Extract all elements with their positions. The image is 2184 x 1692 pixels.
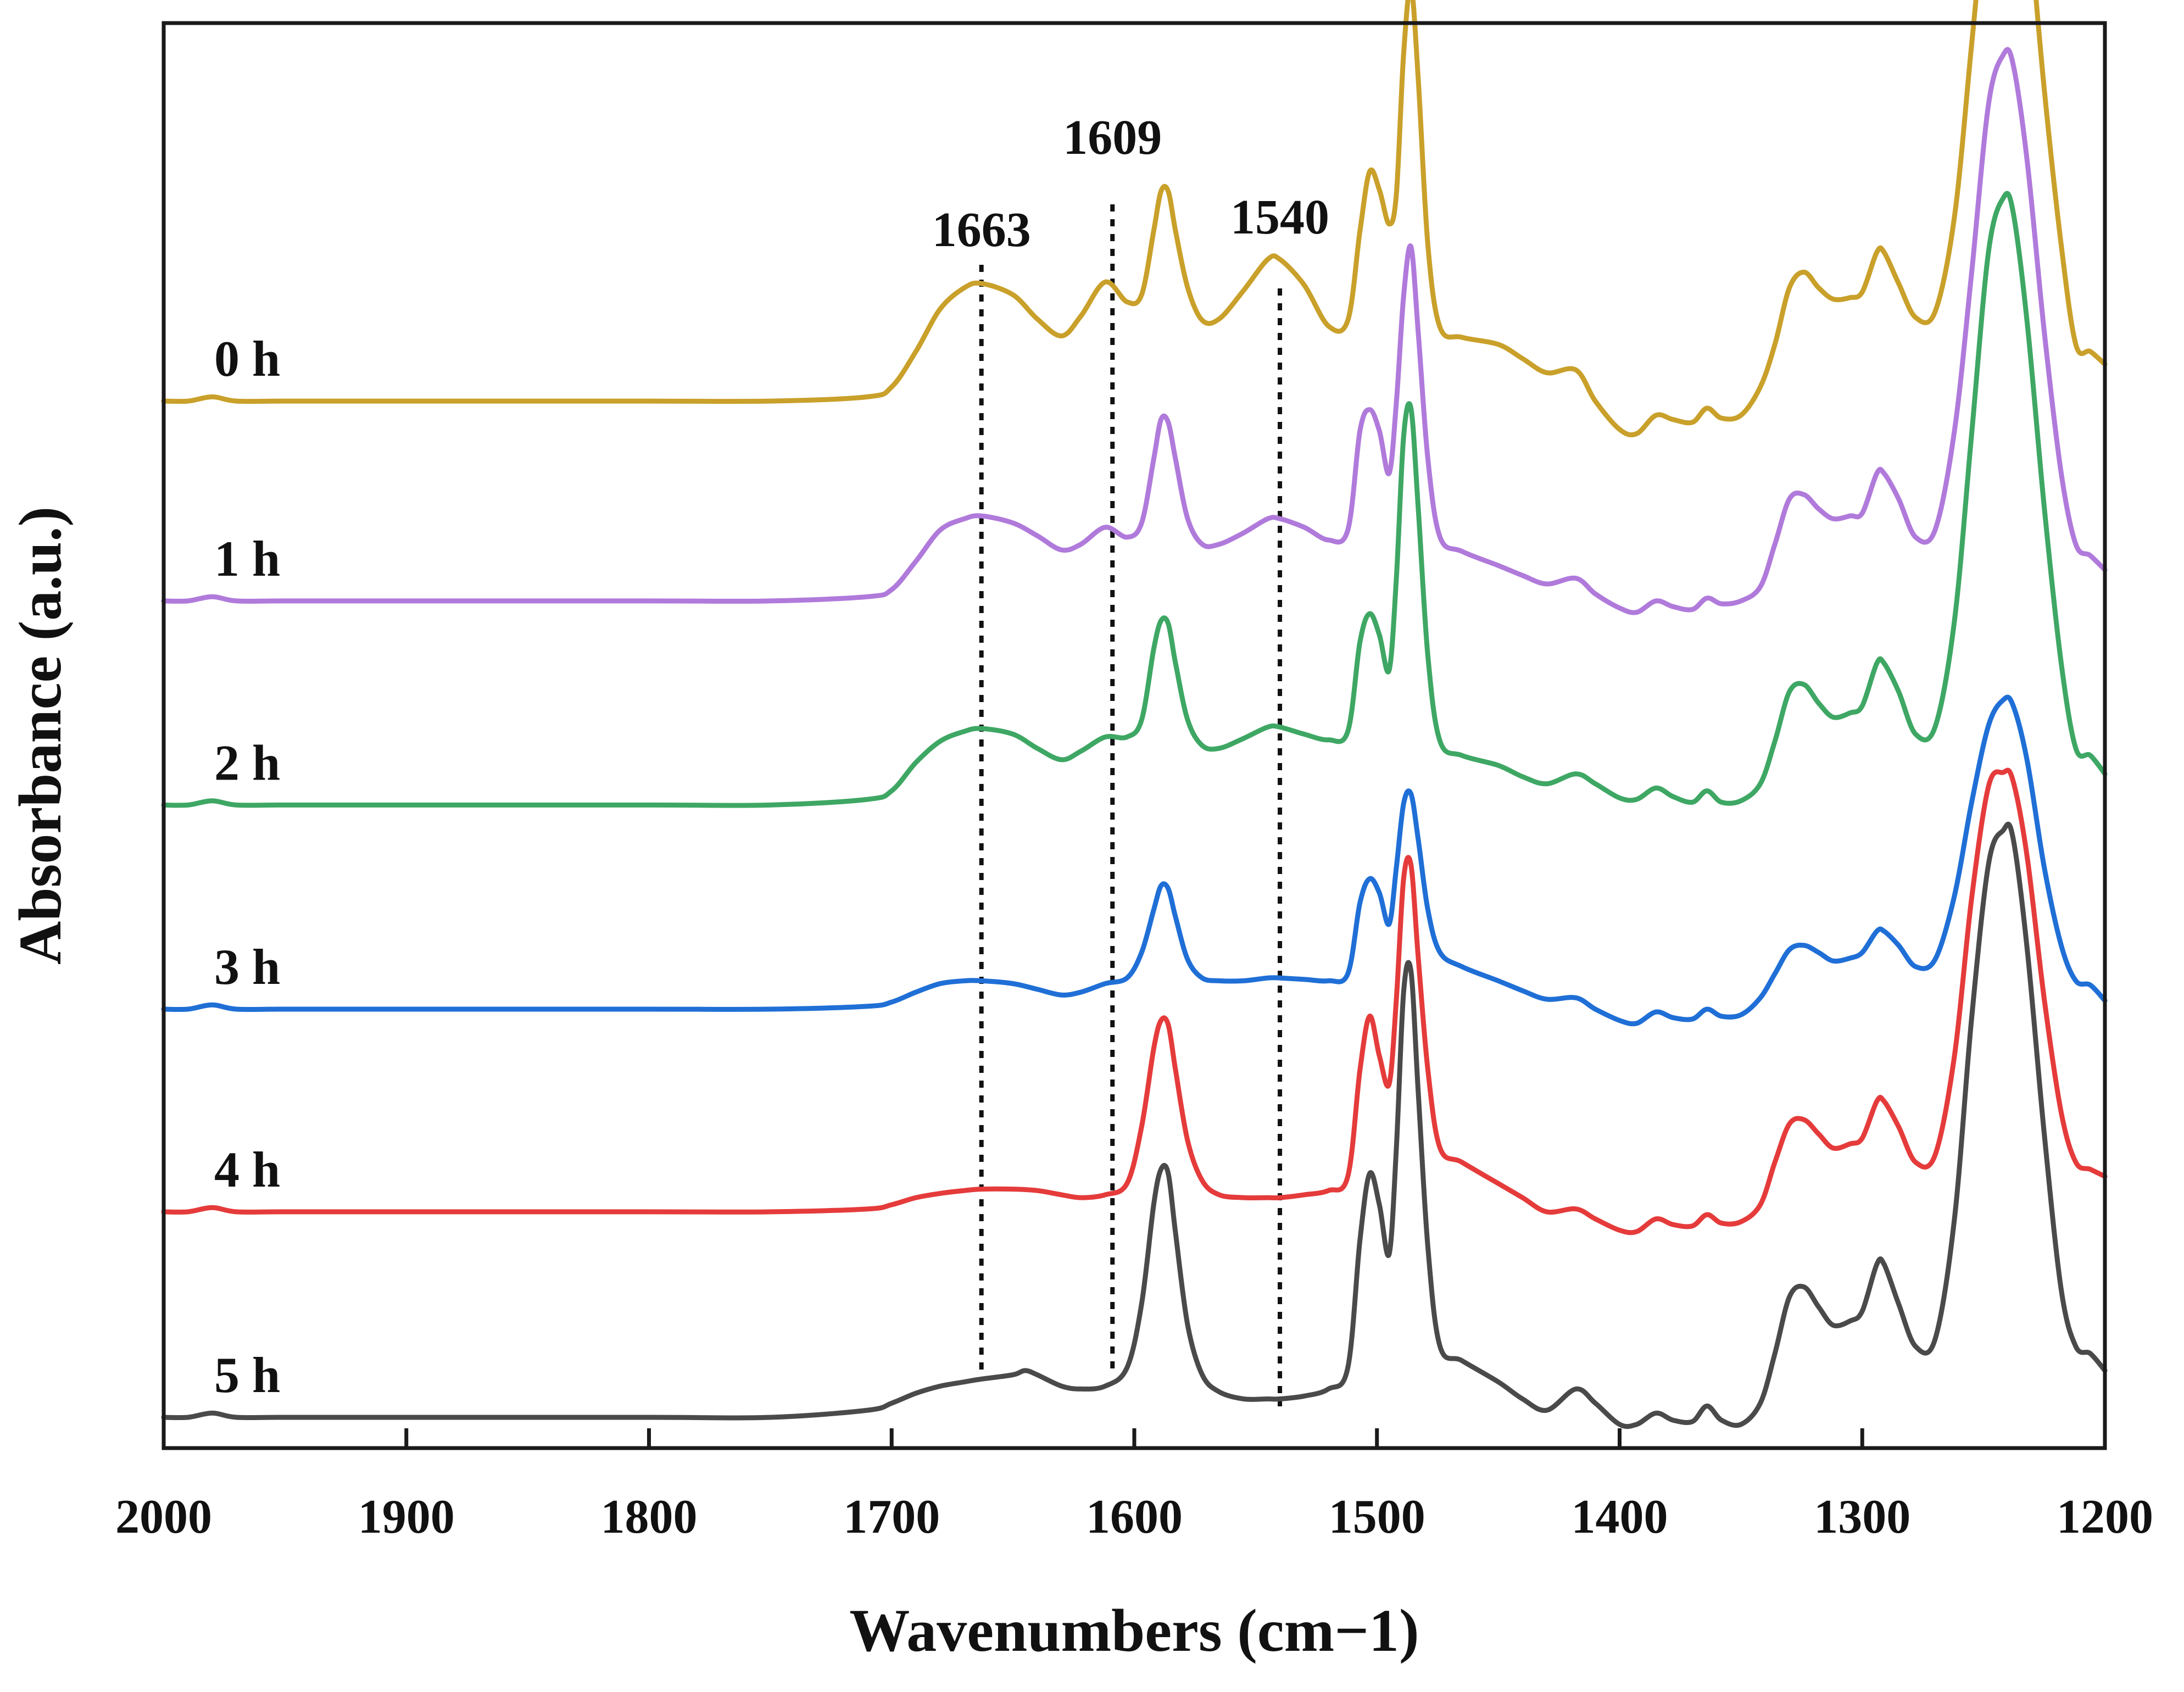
series-label-0h: 0 h — [214, 331, 280, 387]
series-line-2h — [161, 191, 2108, 808]
plot-frame — [161, 21, 2107, 1450]
x-tick-label-1400: 1400 — [1572, 1490, 1668, 1544]
x-tick-label-1900: 1900 — [358, 1490, 455, 1544]
series-line-4h — [161, 767, 2108, 1235]
series-label-3h: 3 h — [214, 939, 280, 995]
x-tick-label-2000: 2000 — [115, 1490, 212, 1544]
series-label-4h: 4 h — [214, 1142, 280, 1198]
x-tick-label-1700: 1700 — [843, 1490, 940, 1544]
x-tick-label-1800: 1800 — [601, 1490, 698, 1544]
series-label-2h: 2 h — [214, 734, 280, 791]
y-axis-title: Absorbance (a.u.) — [7, 507, 74, 965]
x-axis-title: Wavenumbers (cm−1) — [849, 1597, 1419, 1664]
peak-marker-label-1609: 1609 — [1063, 110, 1162, 165]
x-tick-label-1200: 1200 — [2057, 1490, 2153, 1544]
series-label-5h: 5 h — [214, 1347, 280, 1403]
series-layer — [161, 0, 2108, 1429]
x-tick-label-1300: 1300 — [1814, 1490, 1910, 1544]
x-tick-label-1600: 1600 — [1086, 1490, 1183, 1544]
series-label-layer: 0 h 1 h 2 h 3 h 4 h 5 h — [214, 331, 280, 1403]
series-line-1h — [161, 47, 2108, 615]
series-line-5h — [161, 821, 2108, 1429]
series-line-3h — [161, 694, 2108, 1027]
series-line-0h — [161, 0, 2108, 438]
peak-marker-label-1540: 1540 — [1230, 190, 1329, 244]
x-tick-label-1500: 1500 — [1329, 1490, 1425, 1544]
series-label-1h: 1 h — [214, 531, 280, 587]
x-axis-ticks: 2000 1900 1800 1700 1600 1500 1400 1300 1200 — [115, 1428, 2153, 1544]
peak-marker-label-1663: 1663 — [932, 203, 1031, 257]
